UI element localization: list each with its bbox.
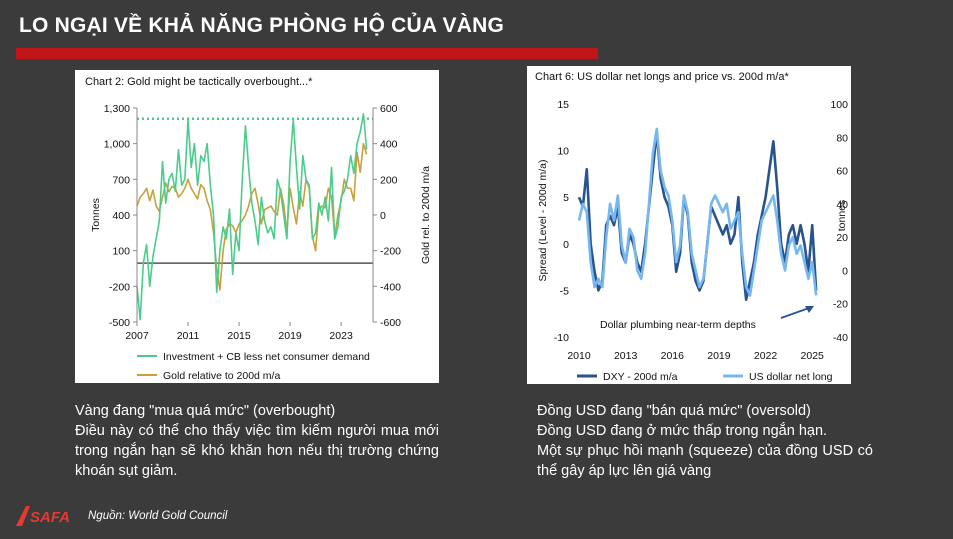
- y-tick-label-left: 15: [557, 99, 569, 111]
- x-tick-label: 2025: [801, 350, 825, 362]
- legend-label-dxy: DXY - 200d m/a: [603, 371, 678, 383]
- left-description-heading: Vàng đang "mua quá mức" (overbought): [75, 403, 336, 419]
- y-tick-label-left: 100: [112, 246, 130, 258]
- y-tick-label-right: -600: [380, 317, 401, 329]
- chart-panel-usd-net-longs: Chart 6: US dollar net longs and price v…: [527, 66, 851, 384]
- annotation-arrowhead: [805, 306, 814, 313]
- annotation-text: Dollar plumbing near-term depths: [600, 319, 756, 331]
- y-tick-label-left: -10: [554, 332, 569, 344]
- x-tick-label: 2011: [177, 330, 200, 342]
- y-tick-label-right: 80: [836, 132, 848, 144]
- x-tick-label: 2010: [567, 350, 591, 362]
- y-tick-label-right: 20: [836, 232, 848, 244]
- y-tick-label-left: 0: [563, 239, 569, 251]
- series-line-usd-net-long: [577, 127, 818, 297]
- left-description: Vàng đang "mua quá mức" (overbought) Điề…: [75, 401, 439, 481]
- x-tick-label: 2022: [754, 350, 778, 362]
- chart-panel-gold-overbought: Chart 2: Gold might be tactically overbo…: [75, 70, 439, 383]
- legend-label-investment: Investment + CB less net consumer demand: [163, 351, 370, 363]
- chart-gold-overbought: Chart 2: Gold might be tactically overbo…: [85, 76, 432, 382]
- right-description-heading: Đồng USD đang "bán quá mức" (oversold): [537, 403, 811, 419]
- y-tick-label-left: -500: [109, 317, 130, 329]
- safa-logo: SAFA: [16, 504, 78, 528]
- title-underline-bar: [16, 48, 598, 59]
- y-tick-label-left: 1,300: [104, 103, 130, 115]
- y-tick-label-left: 10: [557, 146, 569, 158]
- chart-usd-net-longs: Chart 6: US dollar net longs and price v…: [535, 71, 848, 383]
- slide-title: LO NGẠI VỀ KHẢ NĂNG PHÒNG HỘ CỦA VÀNG: [19, 14, 504, 37]
- chart-title: Chart 6: US dollar net longs and price v…: [535, 71, 789, 83]
- y-tick-label-left: -5: [560, 285, 569, 297]
- legend-label-gold-relative: Gold relative to 200d m/a: [163, 370, 280, 382]
- y-axis-label-left: Tonnes: [90, 198, 102, 232]
- y-tick-label-right: 40: [836, 199, 848, 211]
- y-tick-label-left: 700: [112, 174, 130, 186]
- y-tick-label-right: 0: [380, 210, 386, 222]
- y-tick-label-left: 5: [563, 192, 569, 204]
- y-axis-label-left: Spread (Level - 200d m/a): [537, 160, 549, 282]
- x-tick-label: 2019: [278, 330, 302, 342]
- safa-logo-mark: SAFA: [16, 506, 70, 526]
- y-tick-label-right: -400: [380, 281, 401, 293]
- y-tick-label-right: 0: [842, 265, 848, 277]
- x-tick-label: 2023: [329, 330, 353, 342]
- y-tick-label-left: 400: [112, 210, 130, 222]
- y-tick-label-right: 200: [380, 174, 398, 186]
- right-description: Đồng USD đang "bán quá mức" (oversold) Đ…: [537, 401, 873, 481]
- legend-label-usd-net-long: US dollar net long: [749, 371, 833, 383]
- y-tick-label-right: 100: [830, 99, 848, 111]
- series-line-gold-relative: [136, 142, 368, 291]
- x-tick-label: 2013: [614, 350, 638, 362]
- left-description-body: Điều này có thể cho thấy việc tìm kiếm n…: [75, 423, 439, 479]
- svg-text:SAFA: SAFA: [30, 509, 70, 526]
- x-tick-label: 2019: [707, 350, 731, 362]
- y-axis-label-right: Gold rel. to 200d m/a: [420, 166, 432, 264]
- series-line-investment-cb: [136, 113, 368, 321]
- y-tick-label-right: -40: [833, 332, 848, 344]
- right-description-body: Một sự phục hồi mạnh (squeeze) của đồng …: [537, 443, 873, 479]
- y-tick-label-right: -200: [380, 246, 401, 258]
- y-tick-label-right: 400: [380, 139, 398, 151]
- y-tick-label-right: -20: [833, 299, 848, 311]
- y-tick-label-left: -200: [109, 281, 130, 293]
- y-tick-label-right: 60: [836, 166, 848, 178]
- x-tick-label: 2016: [661, 350, 685, 362]
- y-tick-label-right: 600: [380, 103, 398, 115]
- chart-title: Chart 2: Gold might be tactically overbo…: [85, 76, 313, 88]
- right-description-subheading: Đồng USD đang ở mức thấp trong ngắn hạn.: [537, 423, 828, 439]
- source-note: Nguồn: World Gold Council: [88, 510, 228, 522]
- x-tick-label: 2015: [227, 330, 251, 342]
- annotation-arrow: [780, 307, 810, 319]
- x-tick-label: 2007: [125, 330, 149, 342]
- y-axis-label-right: tonnes: [836, 200, 848, 232]
- y-tick-label-left: 1,000: [104, 139, 130, 151]
